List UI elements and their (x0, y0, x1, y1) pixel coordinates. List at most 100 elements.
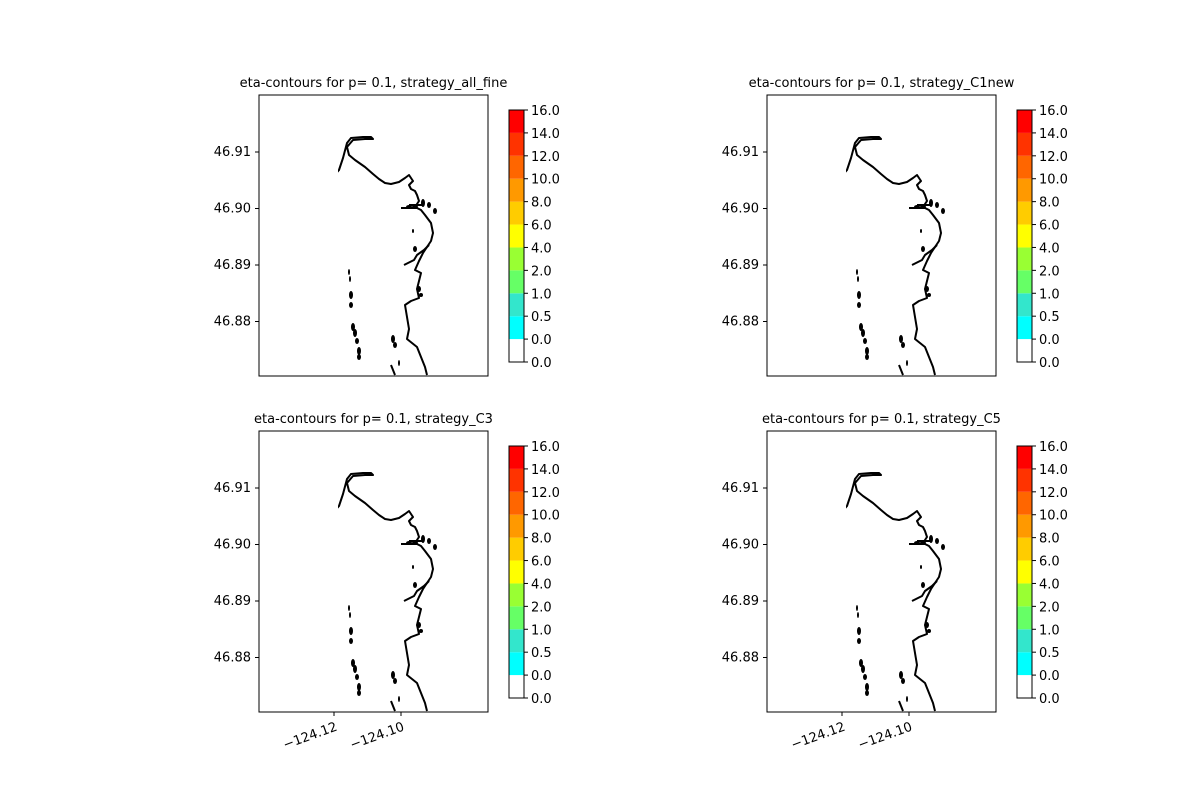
y-tick-label: 46.88 (722, 315, 759, 330)
coast-segment (403, 244, 430, 266)
colorbar-tick-label: 2.0 (1039, 264, 1060, 279)
island (398, 360, 400, 366)
island (349, 291, 353, 299)
coastline (338, 472, 437, 712)
island (349, 638, 353, 644)
plot-area (258, 430, 489, 713)
island (419, 629, 423, 633)
colorbar-band (1017, 293, 1032, 317)
colorbar-tick-label: 6.0 (531, 219, 552, 234)
colorbar-band (509, 446, 524, 469)
island (419, 293, 423, 297)
coast-segment (390, 364, 396, 376)
island (357, 354, 361, 360)
island (929, 535, 933, 543)
island (899, 335, 903, 343)
coast-segment (390, 700, 396, 712)
colorbar-tick-label: 0.0 (1039, 669, 1060, 684)
contour-chart: eta-contours for p= 0.1, strategy_C3 46.9… (214, 412, 560, 753)
island (433, 544, 437, 550)
island (865, 354, 869, 360)
panel-c5: eta-contours for p= 0.1, strategy_C5 46.9… (688, 406, 1200, 786)
island (427, 202, 431, 208)
colorbar-band (509, 316, 524, 340)
island (357, 347, 361, 355)
colorbar-tick-label: 4.0 (1039, 241, 1060, 256)
colorbar-tick-label: 0.0 (1039, 692, 1060, 707)
island (861, 329, 865, 337)
y-tick-label: 46.91 (722, 145, 759, 160)
island (856, 269, 858, 275)
colorbar-tick-label: 0.5 (531, 310, 552, 325)
island (929, 199, 933, 207)
island (433, 208, 437, 214)
colorbar-band (509, 629, 524, 653)
x-tick-label: −124.10 (856, 720, 914, 753)
island (413, 582, 417, 588)
island (398, 696, 400, 702)
panel-c1new: eta-contours for p= 0.1, strategy_C1new 4… (688, 70, 1200, 450)
island (863, 338, 867, 344)
colorbar-band (509, 201, 524, 225)
colorbar-tick-label: 16.0 (531, 440, 560, 455)
colorbar-tick-label: 1.0 (531, 623, 552, 638)
colorbar-tick-label: 1.0 (1039, 287, 1060, 302)
colorbar-frame (1016, 445, 1033, 699)
island (427, 538, 431, 544)
colorbar-band (509, 132, 524, 156)
island (906, 696, 908, 702)
colorbar-band (509, 583, 524, 607)
colorbar-band (509, 514, 524, 538)
island (856, 605, 858, 611)
y-tick-label: 46.90 (214, 202, 251, 217)
colorbar-tick-label: 16.0 (1039, 440, 1068, 455)
x-tick-label: −124.10 (348, 720, 406, 753)
coastline (846, 472, 945, 712)
island (857, 612, 859, 618)
colorbar-band (509, 178, 524, 202)
colorbar-band (1017, 339, 1032, 362)
colorbar-band (1017, 537, 1032, 561)
panel-all-fine: eta-contours for p= 0.1, strategy_all_fi… (180, 70, 740, 450)
y-tick-label: 46.89 (214, 258, 251, 273)
island (925, 286, 929, 292)
y-tick-label: 46.91 (722, 481, 759, 496)
island (349, 276, 351, 282)
island (935, 538, 939, 544)
plot-area (766, 94, 997, 377)
island (865, 683, 869, 691)
colorbar-band (509, 110, 524, 133)
colorbar-band (509, 155, 524, 179)
colorbar-band (509, 606, 524, 630)
colorbar-tick-label: 4.0 (531, 577, 552, 592)
island (412, 229, 414, 233)
plot-area (766, 430, 997, 713)
colorbar-tick-label: 12.0 (531, 486, 560, 501)
island (927, 293, 931, 297)
colorbar-frame (508, 109, 525, 363)
y-tick-label: 46.88 (214, 315, 251, 330)
island (857, 627, 861, 635)
island (906, 360, 908, 366)
plot-area (258, 94, 489, 377)
coast-segment (898, 364, 904, 376)
island (899, 671, 903, 679)
island (921, 582, 925, 588)
island (349, 627, 353, 635)
island (941, 208, 945, 214)
colorbar-band (1017, 110, 1032, 133)
coast-segment (846, 136, 942, 376)
colorbar-tick-label: 14.0 (531, 463, 560, 478)
island (393, 678, 397, 684)
colorbar-tick-label: 0.0 (1039, 333, 1060, 348)
island (857, 276, 859, 282)
island (421, 199, 425, 207)
island (859, 323, 863, 331)
colorbar-tick-label: 10.0 (531, 509, 560, 524)
colorbar-band (509, 491, 524, 515)
colorbar-band (1017, 178, 1032, 202)
colorbar-band (1017, 675, 1032, 698)
coastline (846, 136, 945, 376)
colorbar-tick-label: 14.0 (1039, 127, 1068, 142)
colorbar-tick-label: 16.0 (1039, 104, 1068, 119)
